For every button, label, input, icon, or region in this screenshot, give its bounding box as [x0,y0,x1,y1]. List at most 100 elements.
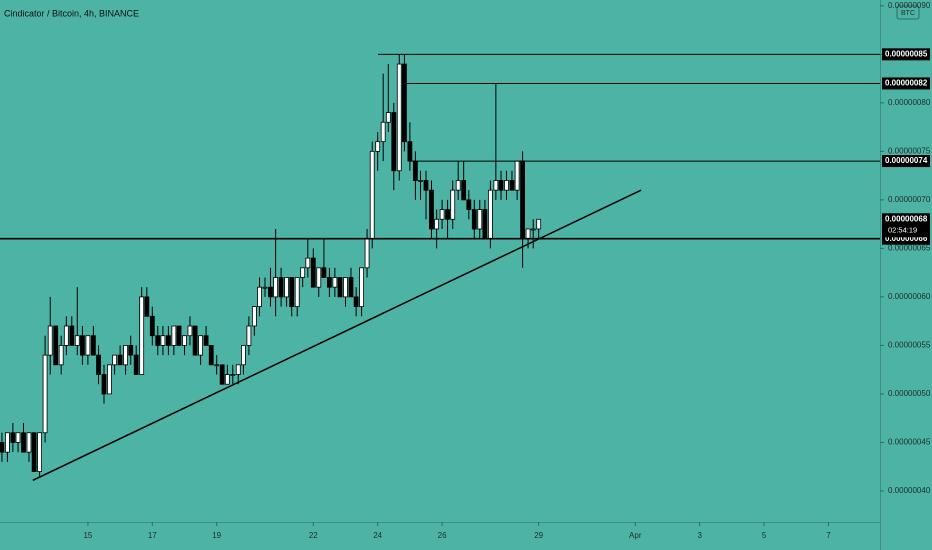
candle-body [278,277,284,298]
candle-body [219,364,225,385]
candle-body [42,354,48,434]
last-price-label: 0.00000068 [885,214,928,223]
x-tick-label: 19 [212,531,221,540]
candle-body [139,296,145,375]
candle-body [144,296,150,317]
candle-body [187,325,193,337]
candle-body [332,277,338,288]
candle-body [160,335,166,346]
candle-body [182,335,187,346]
candle-body [58,345,64,366]
candle-body [53,325,59,366]
candle-body [26,432,32,453]
candle-body [305,257,311,269]
candle-body [439,209,445,220]
candle-body [21,432,26,453]
candle-body [176,325,182,346]
candle-body [235,364,241,375]
candle-body [224,374,230,385]
y-tick-label: 0.00000065 [888,243,931,252]
x-tick-label: 24 [373,531,382,540]
countdown: 02:54:19 [888,225,917,234]
candle-body [37,432,43,472]
x-tick-label: 7 [826,531,831,540]
candle-body [530,228,536,231]
y-tick-label: 0.00000060 [888,292,931,301]
candle-body [300,267,306,278]
candle-body [536,218,542,230]
candle-body [230,374,236,376]
candle-body [321,267,327,278]
candle-body [31,432,37,472]
candle-body [241,345,246,366]
candle-body [96,354,101,375]
y-tick-label: 0.00000070 [888,195,931,204]
candle-body [133,354,139,375]
candle-body [5,432,10,453]
candle-body [466,199,472,210]
level-label: 0.00000082 [885,79,928,88]
candle-body [509,180,515,191]
candle-body [289,277,295,308]
level-label: 0.00000074 [885,156,928,165]
level-label: 0.00000085 [885,49,928,58]
candle-body [155,335,161,346]
candle-body [10,432,16,443]
candle-body [348,277,354,298]
candle-body [0,442,5,453]
candle-body [310,257,316,288]
candle-body [455,180,461,191]
candle-body [429,189,434,230]
x-tick-label: 29 [534,531,543,540]
candle-body [214,364,220,367]
y-tick-label: 0.00000045 [888,438,931,447]
candle-body [192,325,198,356]
candle-body [85,335,91,356]
candle-body [80,335,85,356]
candle-body [294,277,300,308]
level-badge [882,48,930,61]
candle-body [198,335,204,356]
candle-body [380,121,386,143]
candle-body [208,345,214,366]
x-tick-label: 26 [438,531,447,540]
candle-body [273,277,279,298]
candle-body [343,277,348,298]
candle-body [47,325,53,356]
candle-body [251,306,257,327]
candle-body [128,345,134,356]
candle-body [418,180,423,182]
chart-title: Cindicator / Bitcoin, 4h, BINANCE [4,8,139,18]
x-tick-label: 15 [83,531,92,540]
candle-body [482,209,488,240]
candle-body [69,325,75,346]
level-badge [882,77,930,90]
candle-body [514,160,520,191]
y-tick-label: 0.00000050 [888,389,931,398]
candle-body [445,209,450,220]
level-badge [882,155,930,168]
y-tick-label: 0.00000075 [888,146,931,155]
y-tick-label: 0.00000090 [888,1,931,10]
candle-body [101,374,107,395]
x-tick-label: Apr [629,531,642,540]
candle-body [90,335,96,356]
candle-body [359,267,364,308]
candle-body [471,209,477,230]
candle-body [316,267,322,288]
y-tick-label: 0.00000055 [888,341,931,350]
x-tick-label: 17 [148,531,157,540]
y-tick-label: 0.00000080 [888,98,931,107]
candle-body [117,354,123,366]
candle-body [246,325,252,346]
currency-badge-box [896,5,920,20]
candle-body [284,277,289,298]
candle-body [326,277,332,288]
candle-body [504,180,509,191]
candle-body [520,160,525,240]
candle-body [385,112,391,123]
candle-body [63,325,69,346]
candle-body [166,335,171,346]
x-tick-label: 3 [697,531,702,540]
